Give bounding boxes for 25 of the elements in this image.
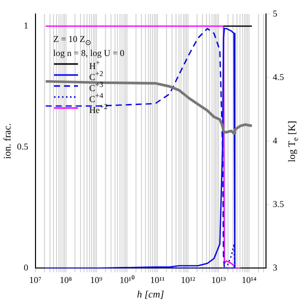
legend-label: C$^{+2}$ bbox=[89, 68, 104, 82]
x-tick-label: 10⁸ bbox=[60, 274, 72, 285]
x-tick-label: 10¹³ bbox=[211, 274, 226, 285]
x-tick-label: 10⁹ bbox=[90, 274, 102, 285]
legend-label: He$^{+2}$ bbox=[89, 102, 108, 115]
y2-tick-label: 4.5 bbox=[272, 72, 284, 82]
y-axis-title: ion. frac. bbox=[2, 123, 14, 160]
annotation: Z = 10 Z$_{⊙}$ bbox=[53, 34, 94, 48]
y2-tick-label: 4 bbox=[272, 135, 278, 146]
x-tick-label: 10¹⁰ bbox=[120, 274, 134, 285]
x-axis-title: h [cm] bbox=[137, 290, 164, 301]
y-tick-label: 0 bbox=[24, 262, 29, 273]
x-tick-label: 10¹¹ bbox=[150, 274, 165, 285]
legend-label: H$^{+}$ bbox=[89, 58, 100, 71]
y2-tick-label: 3 bbox=[272, 262, 278, 273]
x-tick-label: 10⁷ bbox=[29, 274, 42, 285]
x-tick-label: 10¹⁴ bbox=[242, 274, 257, 285]
y2-tick-label: 5 bbox=[272, 8, 278, 18]
legend-label: C$^{+3}$ bbox=[89, 80, 104, 93]
annotation: log n = 8, log U = 0 bbox=[53, 48, 124, 59]
legend-label: C$^{+4}$ bbox=[89, 90, 104, 104]
y-tick-label: 0.5 bbox=[17, 142, 29, 152]
x-tick-label: 10¹² bbox=[180, 274, 196, 285]
y2-tick-label: 3.5 bbox=[272, 199, 284, 210]
y-tick-label: 1 bbox=[24, 20, 28, 30]
